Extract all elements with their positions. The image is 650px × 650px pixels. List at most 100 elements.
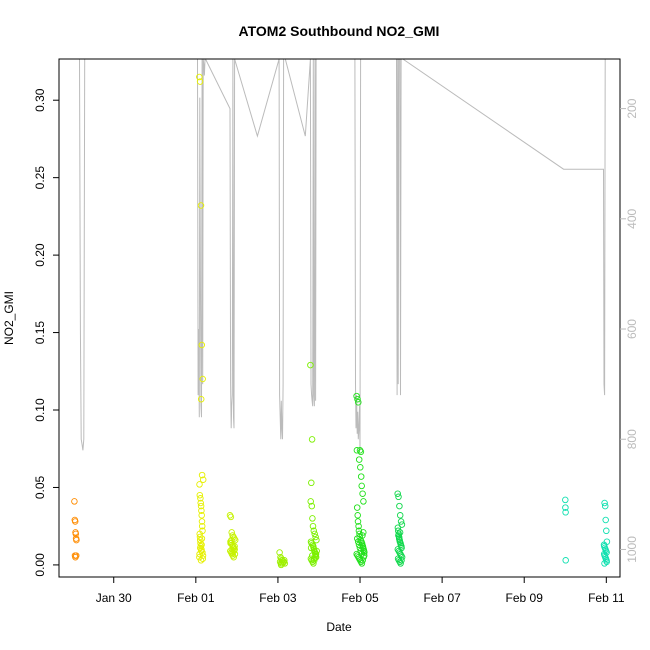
- data-point: [197, 499, 204, 507]
- data-point: [199, 555, 207, 562]
- data-point: [307, 498, 314, 505]
- y-tick-label: 0.05: [33, 475, 47, 499]
- data-point: [198, 471, 206, 479]
- data-point: [281, 557, 288, 564]
- data-point: [355, 456, 363, 463]
- data-point: [196, 481, 203, 488]
- data-point: [196, 544, 204, 552]
- pressure-profile-line: [79, 58, 608, 451]
- x-tick-label: Feb 09: [506, 591, 544, 605]
- data-point: [229, 544, 237, 552]
- data-point: [396, 502, 403, 510]
- data-point: [562, 509, 569, 516]
- data-point: [395, 535, 403, 542]
- data-point: [230, 547, 238, 555]
- data-point: [395, 532, 402, 539]
- data-point: [196, 536, 204, 544]
- data-point: [310, 555, 318, 562]
- x-tick-label: Feb 01: [177, 591, 215, 605]
- data-point: [397, 560, 404, 567]
- data-point: [198, 512, 205, 519]
- x-tick-label: Feb 05: [341, 591, 379, 605]
- data-point: [356, 544, 364, 552]
- data-point: [310, 560, 317, 567]
- data-point: [196, 553, 203, 561]
- data-point: [360, 552, 368, 559]
- data-point: [278, 557, 286, 564]
- plot-area-frame: [58, 58, 621, 578]
- data-point: [601, 560, 608, 567]
- data-point: [356, 447, 364, 454]
- data-point: [357, 547, 364, 555]
- data-point: [360, 529, 367, 536]
- y-tick-label: 0.10: [33, 398, 47, 422]
- secondary-y-axis: 200 400 600 800 1000: [620, 98, 639, 563]
- data-point: [353, 447, 361, 454]
- data-point: [396, 529, 404, 536]
- data-point: [309, 552, 316, 559]
- data-point: [307, 361, 314, 369]
- data-point: [398, 521, 406, 528]
- data-point: [308, 502, 316, 510]
- data-point: [357, 464, 364, 471]
- data-point: [71, 518, 79, 525]
- data-point: [198, 541, 205, 549]
- data-point: [562, 496, 569, 504]
- y2-tick-label: 200: [625, 98, 639, 118]
- data-point: [354, 512, 361, 519]
- data-point: [562, 557, 569, 564]
- x-axis: Jan 30 Feb 01 Feb 03 Feb 05 Feb 07 Feb 09 Feb …: [96, 577, 625, 605]
- data-point: [196, 550, 203, 558]
- data-point: [197, 202, 205, 209]
- data-point: [358, 560, 366, 567]
- data-point: [231, 536, 239, 544]
- y2-tick-label: 800: [625, 429, 639, 449]
- data-point: [309, 515, 316, 522]
- y2-tick-label: 400: [625, 208, 639, 228]
- data-point: [198, 518, 206, 525]
- data-point: [198, 507, 205, 514]
- data-point: [230, 553, 237, 561]
- data-point: [197, 539, 204, 547]
- data-point: [196, 533, 204, 541]
- pressure-profile-layer: [79, 58, 608, 451]
- data-point: [72, 530, 80, 538]
- data-point: [358, 482, 365, 490]
- data-point: [228, 546, 236, 553]
- x-tick-label: Feb 03: [259, 591, 297, 605]
- data-point: [73, 536, 80, 544]
- data-point: [198, 522, 206, 530]
- data-point: [307, 544, 315, 552]
- data-point: [197, 395, 205, 403]
- data-point: [395, 557, 403, 564]
- data-point: [360, 498, 367, 505]
- data-point: [196, 491, 204, 499]
- data-point: [395, 493, 402, 501]
- data-point: [354, 395, 361, 403]
- data-point: [312, 533, 319, 541]
- data-point: [196, 73, 203, 81]
- data-point: [197, 557, 205, 564]
- data-point: [277, 561, 285, 569]
- data-point: [359, 557, 366, 564]
- data-point: [357, 473, 365, 480]
- data-point: [197, 495, 204, 502]
- data-point: [199, 375, 206, 383]
- data-point: [276, 549, 283, 556]
- y-tick-label: 0.30: [33, 88, 47, 112]
- data-point: [279, 560, 286, 567]
- data-point: [355, 541, 363, 549]
- data-point: [355, 522, 362, 530]
- data-point: [196, 78, 204, 85]
- data-point: [397, 518, 405, 525]
- data-point: [603, 527, 610, 535]
- data-point: [226, 512, 234, 519]
- data-point: [198, 341, 206, 349]
- data-point: [199, 476, 207, 483]
- data-point: [310, 527, 318, 535]
- data-point: [359, 490, 366, 497]
- data-point: [357, 448, 365, 456]
- data-point: [354, 535, 361, 542]
- y2-tick-label: 600: [625, 319, 639, 339]
- x-tick-label: Jan 30: [96, 591, 132, 605]
